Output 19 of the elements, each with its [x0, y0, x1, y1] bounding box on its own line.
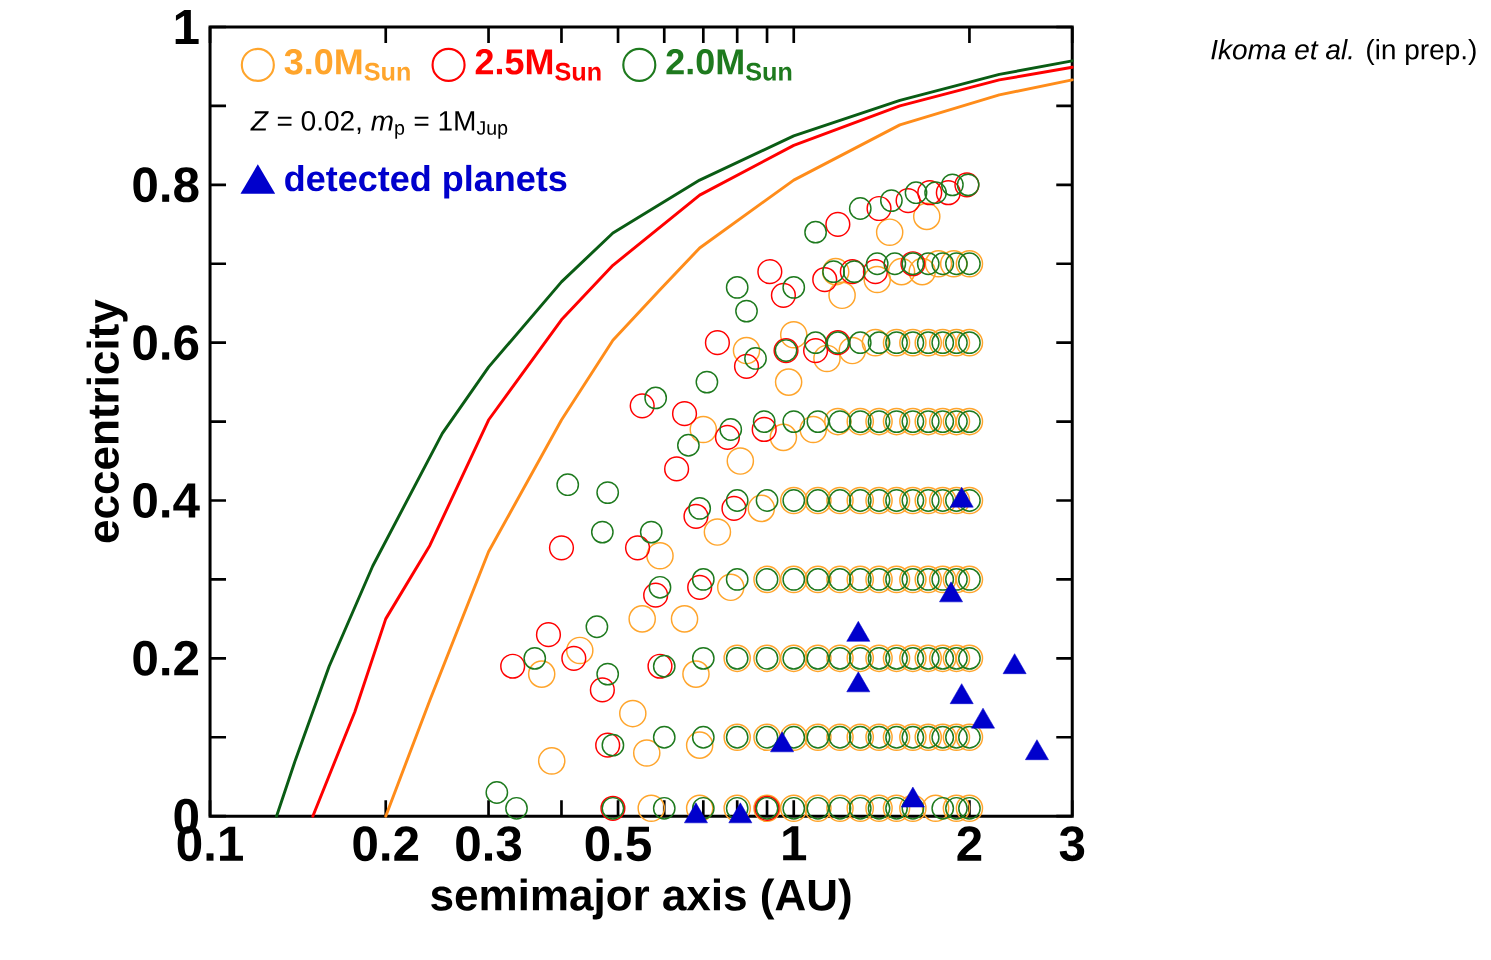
y-tick-label: 0.2: [133, 640, 199, 676]
annotation: Z = 0.02, m$_{p}$ = 1M$_{Jup}$: [250, 110, 508, 139]
y-axis-title: eccentricity: [86, 299, 128, 543]
y-tick-label: 0.4: [133, 482, 200, 518]
x-tick-label: 0.2: [353, 826, 419, 862]
x-tick-label: 0.5: [585, 826, 651, 862]
y-tick-label: 1: [175, 9, 199, 44]
legend-label: 2.0M$_{Sun}$: [666, 49, 792, 81]
x-tick-label: 0.3: [456, 826, 522, 862]
y-tick-label: 0.6: [133, 325, 199, 361]
x-axis-title: semimajor axis (AU): [431, 878, 851, 920]
x-tick-label: 3: [1059, 826, 1085, 862]
y-tick-label: 0.8: [133, 167, 199, 203]
x-tick-label: 1: [783, 826, 807, 861]
text: Ikoma et al. (in prep.): [1211, 38, 1476, 65]
legend-label: 2.5M$_{Sun}$: [475, 49, 601, 81]
legend-label: 3.0M$_{Sun}$: [284, 49, 410, 81]
x-tick-label: 2: [957, 826, 982, 861]
legend-label: detected planets: [285, 164, 567, 199]
